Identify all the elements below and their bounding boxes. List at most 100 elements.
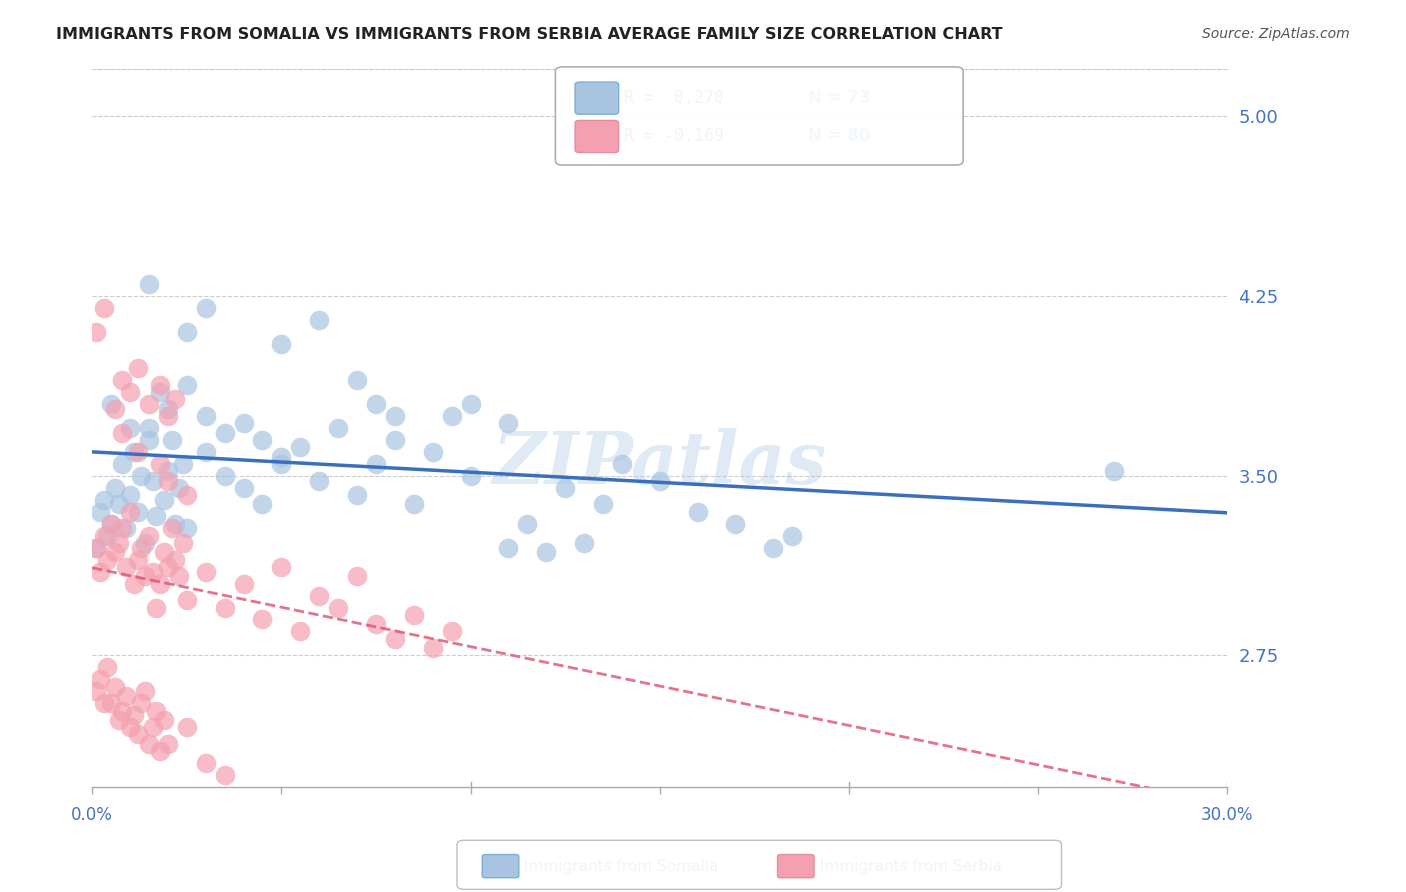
Point bbox=[149, 744, 172, 758]
Point bbox=[572, 536, 595, 550]
Point bbox=[93, 301, 115, 315]
Point bbox=[93, 492, 115, 507]
Text: Immigrants from Somalia: Immigrants from Somalia bbox=[524, 859, 718, 873]
Point bbox=[111, 373, 134, 387]
Point bbox=[138, 421, 160, 435]
Point bbox=[270, 337, 292, 351]
Point bbox=[156, 409, 179, 423]
Point bbox=[131, 541, 153, 555]
Point bbox=[270, 457, 292, 471]
Point bbox=[104, 401, 127, 416]
Point bbox=[156, 559, 179, 574]
Point bbox=[516, 516, 538, 531]
Point bbox=[384, 433, 406, 447]
Point bbox=[122, 444, 145, 458]
Point bbox=[118, 421, 141, 435]
Text: R = -0.169: R = -0.169 bbox=[624, 128, 724, 145]
Point bbox=[308, 589, 330, 603]
Point bbox=[153, 545, 176, 559]
Point bbox=[252, 433, 274, 447]
Point bbox=[165, 552, 187, 566]
Point bbox=[122, 708, 145, 723]
Point bbox=[138, 277, 160, 292]
Point bbox=[149, 576, 172, 591]
Point bbox=[127, 552, 149, 566]
Text: IMMIGRANTS FROM SOMALIA VS IMMIGRANTS FROM SERBIA AVERAGE FAMILY SIZE CORRELATIO: IMMIGRANTS FROM SOMALIA VS IMMIGRANTS FR… bbox=[56, 27, 1002, 42]
Point bbox=[138, 737, 160, 751]
Text: Immigrants from Serbia: Immigrants from Serbia bbox=[820, 859, 1001, 873]
Point bbox=[364, 617, 387, 632]
Point bbox=[460, 397, 482, 411]
Point bbox=[440, 624, 463, 639]
Point bbox=[118, 384, 141, 399]
Point bbox=[762, 541, 785, 555]
Point bbox=[724, 516, 747, 531]
Point bbox=[156, 737, 179, 751]
Point bbox=[96, 660, 118, 674]
Point bbox=[402, 607, 425, 622]
Text: 30.0%: 30.0% bbox=[1201, 806, 1253, 824]
Point bbox=[167, 569, 190, 583]
Point bbox=[138, 528, 160, 542]
Point bbox=[138, 433, 160, 447]
Point bbox=[93, 696, 115, 710]
Point bbox=[127, 444, 149, 458]
Point bbox=[84, 684, 107, 698]
Point bbox=[252, 612, 274, 626]
Point bbox=[232, 576, 254, 591]
Point bbox=[686, 505, 709, 519]
Point bbox=[104, 545, 127, 559]
Point bbox=[172, 457, 194, 471]
Point bbox=[290, 624, 312, 639]
Point bbox=[554, 481, 576, 495]
Point bbox=[308, 474, 330, 488]
Point bbox=[780, 528, 803, 542]
Point bbox=[165, 516, 187, 531]
Point bbox=[107, 498, 129, 512]
Point bbox=[145, 600, 167, 615]
Point bbox=[176, 593, 198, 607]
Text: R =  0.270: R = 0.270 bbox=[624, 89, 724, 107]
Point bbox=[270, 450, 292, 464]
Point bbox=[165, 392, 187, 406]
Point bbox=[100, 696, 122, 710]
Point bbox=[100, 397, 122, 411]
Point bbox=[84, 541, 107, 555]
Point bbox=[111, 521, 134, 535]
Point bbox=[134, 536, 156, 550]
Point bbox=[610, 457, 633, 471]
Point bbox=[84, 325, 107, 339]
Point bbox=[96, 528, 118, 542]
Point bbox=[153, 492, 176, 507]
Point bbox=[107, 713, 129, 727]
Point bbox=[111, 457, 134, 471]
Point bbox=[145, 509, 167, 524]
Point bbox=[149, 384, 172, 399]
Point bbox=[89, 565, 111, 579]
Point bbox=[127, 727, 149, 741]
Point bbox=[142, 720, 165, 734]
Point bbox=[100, 516, 122, 531]
Point bbox=[176, 488, 198, 502]
Point bbox=[364, 457, 387, 471]
Point bbox=[214, 468, 236, 483]
Point bbox=[346, 373, 368, 387]
Point bbox=[118, 505, 141, 519]
Point bbox=[142, 474, 165, 488]
Point bbox=[402, 498, 425, 512]
Point bbox=[149, 377, 172, 392]
Text: ZIPatlas: ZIPatlas bbox=[492, 428, 827, 500]
Point bbox=[232, 481, 254, 495]
Point bbox=[160, 521, 183, 535]
Point bbox=[648, 474, 671, 488]
Point bbox=[308, 313, 330, 327]
Point bbox=[460, 468, 482, 483]
Text: N = 80: N = 80 bbox=[808, 128, 870, 145]
Point bbox=[134, 569, 156, 583]
Point bbox=[149, 457, 172, 471]
Point bbox=[194, 756, 217, 771]
Point bbox=[364, 397, 387, 411]
Point bbox=[131, 696, 153, 710]
Point bbox=[252, 498, 274, 512]
Point bbox=[176, 325, 198, 339]
